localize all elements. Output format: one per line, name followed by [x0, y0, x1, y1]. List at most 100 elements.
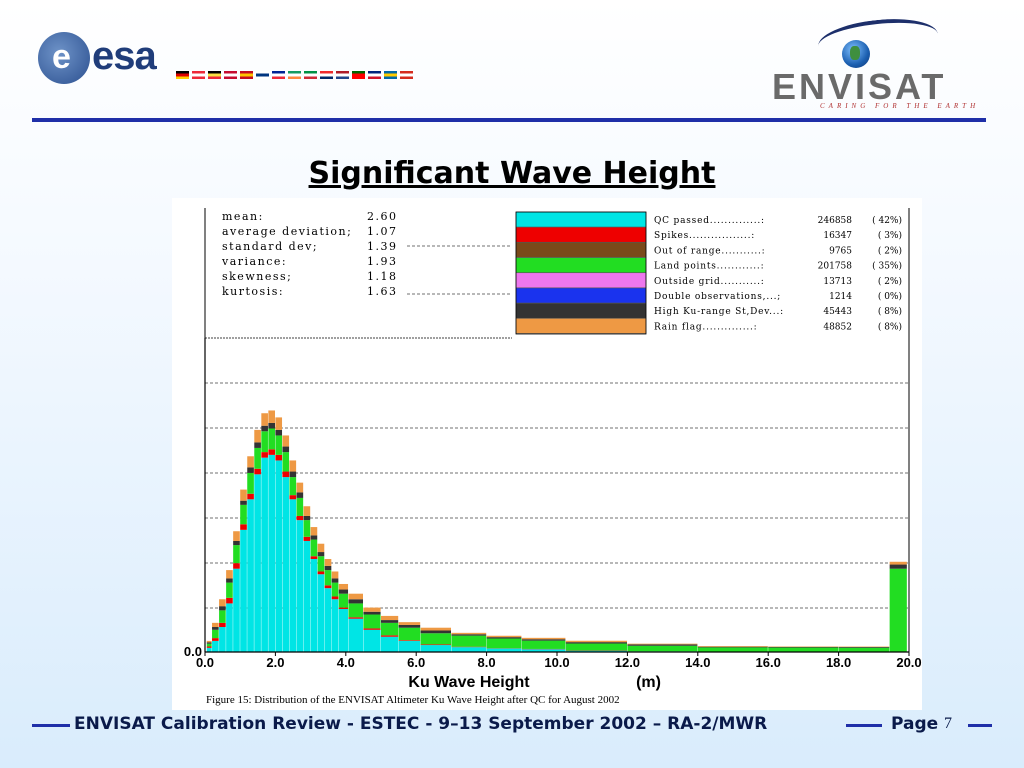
histogram-bar	[254, 447, 261, 469]
histogram-bar	[331, 582, 339, 597]
histogram-bar	[226, 570, 233, 579]
stat-label: skewness;	[222, 270, 292, 283]
stat-value: 1.18	[367, 270, 398, 283]
histogram-bar	[289, 477, 297, 496]
histogram-bar	[254, 442, 261, 448]
stat-label: average deviation;	[222, 225, 352, 238]
legend-label: Out of range...........:	[654, 246, 766, 256]
legend-label: Land points............:	[654, 262, 764, 272]
histogram-bar	[296, 497, 304, 516]
histogram-bar	[420, 630, 451, 634]
histogram-bar	[317, 571, 325, 575]
legend-count: 246858	[818, 216, 853, 226]
histogram-bar	[451, 634, 487, 636]
histogram-bar	[363, 629, 381, 652]
histogram-bar	[338, 608, 349, 652]
histogram-bar	[451, 632, 487, 635]
legend-swatch	[515, 272, 647, 289]
histogram-bar	[282, 435, 290, 447]
esa-logo-text: esa	[92, 34, 157, 78]
histogram-bar	[247, 456, 254, 468]
flag-icon	[304, 71, 317, 79]
histogram-bar	[889, 564, 907, 569]
histogram-bar	[324, 558, 332, 566]
x-tick-label: 2.0	[266, 655, 284, 670]
flag-icon	[400, 71, 413, 79]
histogram-bar	[296, 520, 304, 652]
histogram-bar	[363, 607, 381, 612]
histogram-bar	[275, 460, 283, 652]
histogram-bar	[348, 618, 363, 652]
histogram-bar	[240, 504, 247, 525]
histogram-bar	[247, 472, 254, 494]
histogram-bar	[212, 640, 219, 652]
stat-value: 1.07	[367, 225, 398, 238]
histogram-bar	[212, 627, 219, 630]
legend-percent: ( 2%)	[878, 245, 902, 256]
histogram-bar	[310, 527, 318, 536]
stat-value: 1.39	[367, 240, 398, 253]
histogram-bar	[219, 627, 226, 652]
histogram-bar	[310, 539, 318, 557]
histogram-bar	[451, 635, 487, 647]
legend-percent: ( 8%)	[878, 306, 902, 317]
histogram-bar	[348, 617, 363, 619]
stat-label: mean:	[222, 210, 264, 223]
esa-logo-mark: e	[38, 32, 90, 84]
histogram-bar	[317, 556, 325, 572]
histogram-bar	[627, 644, 698, 646]
flag-icon	[176, 71, 189, 79]
histogram-bar	[261, 452, 268, 458]
legend-count: 201758	[818, 262, 853, 272]
flag-icon	[272, 71, 285, 79]
legend-label: QC passed..............:	[654, 216, 765, 226]
stat-label: variance:	[221, 255, 287, 268]
histogram-bar	[486, 635, 522, 638]
legend-box-border	[515, 211, 647, 335]
histogram-bar	[282, 477, 290, 652]
histogram-bar	[768, 646, 839, 648]
histogram-bar	[521, 637, 566, 640]
histogram-bar	[310, 535, 318, 540]
wave-height-histogram: mean: 2.60 average deviation; 1.07 standard …	[184, 208, 922, 706]
histogram-bar	[381, 636, 399, 652]
histogram-bar	[254, 468, 261, 475]
figure-caption: Figure 15: Distribution of the ENVISAT A…	[206, 694, 620, 706]
x-tick-label: 16.0	[756, 655, 781, 670]
histogram-bar	[261, 413, 268, 426]
page-label: Page	[891, 714, 939, 734]
histogram-bar	[275, 454, 283, 461]
flag-icon	[240, 71, 253, 79]
histogram-bar	[206, 646, 212, 648]
legend-count: 9765	[829, 246, 852, 256]
histogram-bar	[381, 622, 399, 636]
histogram-bar	[398, 640, 421, 641]
histogram-bar	[521, 649, 566, 652]
histogram-bar	[398, 622, 421, 625]
histogram-bar	[261, 431, 268, 453]
histogram-bar	[296, 492, 304, 498]
stat-value: 1.63	[367, 285, 398, 298]
histogram-bar	[261, 457, 268, 652]
histogram-bar	[226, 582, 233, 598]
flag-icon	[224, 71, 237, 79]
legend-label: Double observations,...;	[654, 292, 781, 302]
flag-icon	[208, 71, 221, 79]
header-divider	[32, 118, 986, 122]
legend-swatch	[515, 287, 647, 304]
histogram-bar	[254, 429, 261, 443]
histogram-bar	[233, 568, 240, 652]
histogram-bar	[331, 596, 339, 600]
histogram-bar	[398, 624, 421, 628]
x-axis-unit: (m)	[636, 674, 661, 691]
histogram-bar	[219, 622, 226, 628]
x-tick-label: 12.0	[615, 655, 640, 670]
histogram-bar	[212, 629, 219, 639]
histogram-bar	[219, 606, 226, 611]
histogram-bar	[324, 588, 332, 652]
member-state-flags	[176, 71, 428, 81]
histogram-bar	[289, 471, 297, 478]
histogram-bar	[521, 640, 566, 649]
flag-icon	[192, 71, 205, 79]
legend-swatch	[515, 226, 647, 243]
